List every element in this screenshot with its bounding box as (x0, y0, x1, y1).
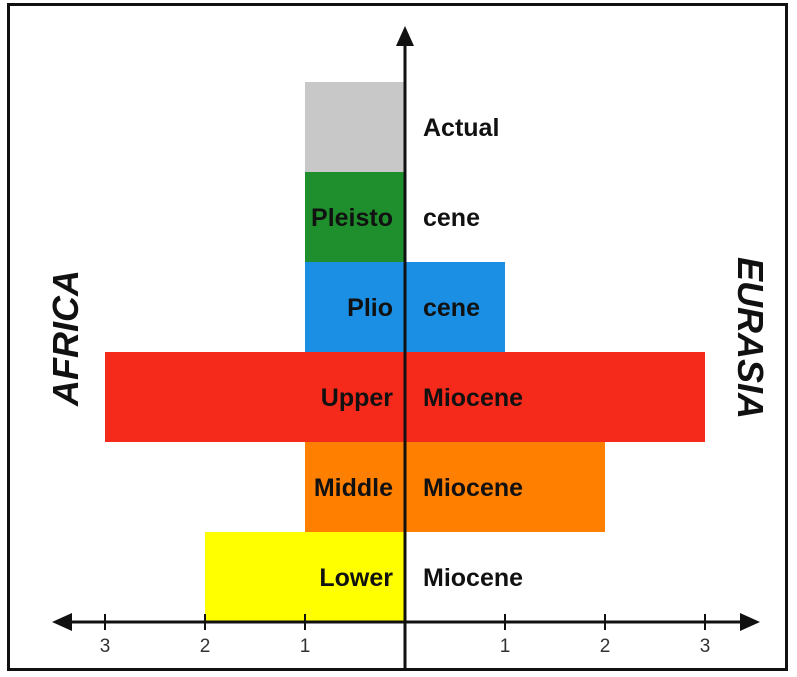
bar-label-right-0: Miocene (423, 564, 523, 592)
bars-layer (105, 82, 705, 622)
bar-row-5 (305, 82, 405, 172)
x-tick-label-0: 3 (100, 636, 111, 657)
x-tick-label-4: 2 (600, 636, 611, 657)
x-tick-label-5: 3 (700, 636, 711, 657)
bar-label-right-4: cene (423, 204, 480, 232)
y-axis-up-arrow (396, 26, 414, 46)
bar-label-left-4: Pleisto (311, 204, 393, 232)
bar-label-left-3: Plio (347, 294, 393, 322)
labels-layer: Lower Miocene Middle Miocene Upper Miocene Pli… (311, 114, 523, 592)
side-label-left: AFRICA (45, 270, 86, 407)
bar-label-left-1: Middle (314, 474, 393, 502)
bar-row-0 (205, 532, 405, 622)
side-label-right: EURASIA (730, 257, 771, 419)
bar-row-1 (305, 442, 605, 532)
bar-label-right-3: cene (423, 294, 480, 322)
x-tick-label-3: 1 (500, 636, 511, 657)
x-axis-right-arrow (740, 613, 760, 631)
bar-label-right-5: Actual (423, 114, 499, 142)
bar-label-left-2: Upper (321, 384, 394, 412)
ticks-layer: 3 2 1 1 2 3 (100, 614, 711, 657)
bar-label-left-0: Lower (319, 564, 393, 592)
axes-layer (52, 26, 760, 668)
x-axis-left-arrow (52, 613, 72, 631)
bar-label-right-2: Miocene (423, 384, 523, 412)
x-tick-label-1: 2 (200, 636, 211, 657)
bar-row-4 (305, 172, 405, 262)
bar-label-right-1: Miocene (423, 474, 523, 502)
x-tick-label-2: 1 (300, 636, 311, 657)
